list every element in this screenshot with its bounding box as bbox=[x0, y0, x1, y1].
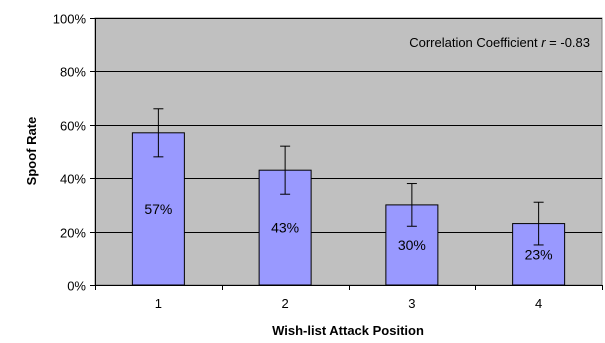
x-tick-labels: 1 2 3 4 bbox=[155, 296, 542, 311]
y-tick-label: 20% bbox=[60, 226, 86, 241]
data-labels: 57% 43% 30% 23% bbox=[144, 201, 552, 262]
data-label: 30% bbox=[398, 237, 426, 253]
y-tick-label: 40% bbox=[60, 172, 86, 187]
annotation: Correlation Coefficient r = -0.83 bbox=[409, 35, 590, 50]
x-tick-label: 4 bbox=[535, 296, 542, 311]
x-tick-label: 1 bbox=[155, 296, 162, 311]
error-bars bbox=[153, 108, 544, 246]
annotation-variable: r bbox=[541, 35, 546, 50]
data-label: 43% bbox=[271, 220, 299, 236]
annotation-suffix: = -0.83 bbox=[546, 35, 590, 50]
y-tick-label: 80% bbox=[60, 65, 86, 80]
y-axis-title: Spoof Rate bbox=[24, 117, 39, 186]
x-tick-label: 3 bbox=[408, 296, 415, 311]
bars bbox=[131, 132, 566, 286]
annotation-prefix: Correlation Coefficient bbox=[409, 35, 541, 50]
axes bbox=[90, 18, 603, 290]
data-label: 23% bbox=[525, 246, 553, 262]
x-tick-label: 2 bbox=[282, 296, 289, 311]
x-axis-title: Wish-list Attack Position bbox=[272, 323, 424, 338]
y-tick-labels: 0% 20% 40% 60% 80% 100% bbox=[53, 12, 87, 294]
y-tick-label: 60% bbox=[60, 119, 86, 134]
y-tick-label: 100% bbox=[53, 12, 87, 27]
data-label: 57% bbox=[144, 201, 172, 217]
y-tick-label: 0% bbox=[67, 279, 86, 294]
